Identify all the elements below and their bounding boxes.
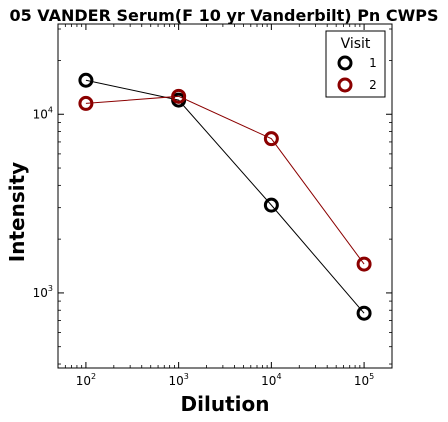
x-axis-label: Dilution: [181, 392, 270, 416]
legend-title: Visit: [341, 36, 371, 52]
legend-entry-1: 1: [369, 56, 377, 70]
series-1-line: [85, 79, 365, 314]
y-tick-label: 104: [33, 105, 53, 121]
legend-entry-2: 2: [369, 78, 377, 92]
plot-frame: [57, 23, 393, 369]
plot-area: 102 103 104 105 103 104: [33, 23, 393, 388]
series-2-point: [356, 256, 372, 272]
chart-title: 05 VANDER Serum(F 10 yr Vanderbilt) Pn C…: [9, 6, 438, 25]
series-1-point: [263, 197, 279, 213]
series-1-point: [78, 72, 94, 88]
legend-box: [325, 30, 386, 98]
series-2-point: [171, 88, 187, 104]
x-tick-label: 104: [261, 372, 281, 388]
x-tick-label: 105: [354, 372, 374, 388]
legend-marker-2: [337, 77, 353, 93]
y-axis-label: Intensity: [5, 162, 29, 262]
series-2-line: [85, 95, 365, 265]
y-tick-label: 103: [33, 284, 53, 300]
series-2-point: [263, 131, 279, 147]
series-2-point: [78, 95, 94, 111]
x-tick-label: 102: [76, 372, 96, 388]
series-1-point: [356, 305, 372, 321]
legend-marker-1: [337, 55, 353, 71]
legend: Visit 1 2: [325, 30, 386, 98]
x-tick-label: 103: [168, 372, 188, 388]
